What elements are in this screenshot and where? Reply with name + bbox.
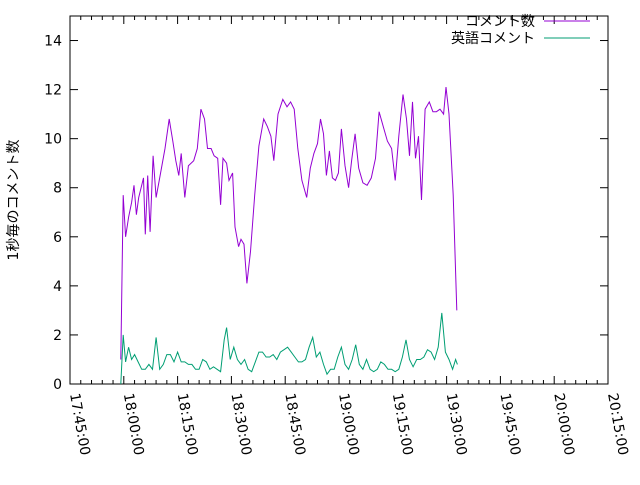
- x-tick-label: 19:45:00: [496, 392, 523, 457]
- x-tick-label: 19:30:00: [443, 392, 470, 457]
- x-tick-label: 18:30:00: [227, 392, 254, 457]
- y-tick-label: 10: [44, 132, 62, 148]
- x-tick-label: 19:15:00: [389, 392, 416, 457]
- x-tick-label: 17:45:00: [66, 392, 93, 457]
- plot-frame: [69, 15, 609, 385]
- y-tick-label: 6: [53, 230, 62, 246]
- legend-label: コメント数: [465, 14, 535, 30]
- series-layer: [120, 87, 458, 385]
- y-tick-label: 14: [44, 34, 62, 50]
- x-tick-label: 19:00:00: [335, 392, 362, 457]
- series-line-0: [120, 87, 458, 360]
- y-tick-label: 2: [53, 328, 62, 344]
- series-line-1: [120, 312, 458, 385]
- x-tick-label: 18:00:00: [120, 392, 147, 457]
- legend-label: 英語コメント: [451, 30, 535, 47]
- x-tick-label: 18:45:00: [281, 392, 308, 457]
- y-axis-label: 1秒毎のコメント数: [6, 140, 22, 261]
- y-tick-label: 4: [53, 279, 62, 295]
- y-tick-label: 0: [53, 377, 62, 393]
- y-tick-label: 8: [53, 181, 62, 197]
- y-axis-ticks: 0 2 4 6 8 10 12 14: [44, 34, 608, 393]
- y-tick-label: 12: [44, 83, 62, 99]
- x-tick-label: 20:00:00: [550, 392, 577, 457]
- x-tick-label: 20:15:00: [604, 392, 631, 457]
- x-tick-label: 18:15:00: [174, 392, 201, 457]
- x-axis-ticks: 17:45:00 18:00:00 18:15:00 18:30:00 18:45:00…: [66, 16, 631, 457]
